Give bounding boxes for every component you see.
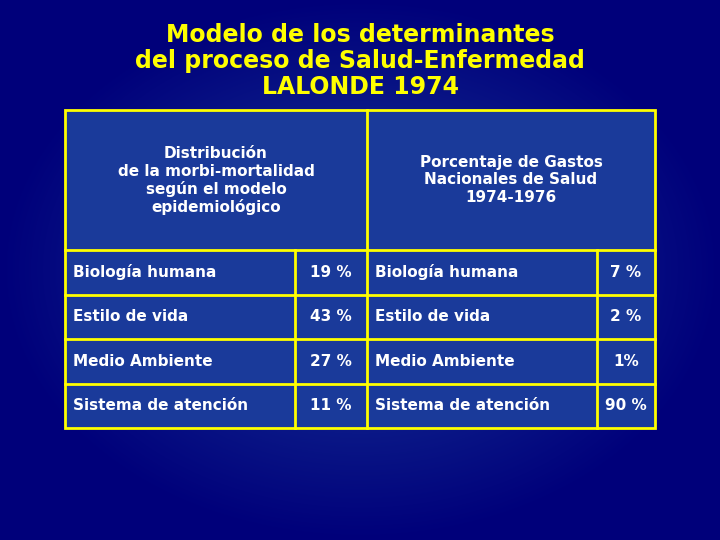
Text: 1974-1976: 1974-1976	[465, 191, 557, 206]
Text: de la morbi-mortalidad: de la morbi-mortalidad	[117, 164, 315, 179]
Text: Sistema de atención: Sistema de atención	[73, 399, 248, 413]
Text: según el modelo: según el modelo	[145, 181, 287, 197]
Text: epidemiológico: epidemiológico	[151, 199, 281, 215]
Text: Nacionales de Salud: Nacionales de Salud	[424, 172, 598, 187]
Text: Estilo de vida: Estilo de vida	[73, 309, 188, 324]
Text: Estilo de vida: Estilo de vida	[375, 309, 490, 324]
Text: 90 %: 90 %	[605, 399, 647, 413]
Text: 1%: 1%	[613, 354, 639, 369]
Text: 19 %: 19 %	[310, 265, 352, 280]
Text: 27 %: 27 %	[310, 354, 352, 369]
Text: Medio Ambiente: Medio Ambiente	[73, 354, 212, 369]
Text: 2 %: 2 %	[611, 309, 642, 324]
Text: Porcentaje de Gastos: Porcentaje de Gastos	[420, 154, 603, 170]
Text: Distribución: Distribución	[164, 145, 268, 160]
Text: Modelo de los determinantes: Modelo de los determinantes	[166, 23, 554, 47]
Text: Medio Ambiente: Medio Ambiente	[375, 354, 515, 369]
Text: 7 %: 7 %	[611, 265, 642, 280]
Text: Sistema de atención: Sistema de atención	[375, 399, 550, 413]
Text: Biología humana: Biología humana	[73, 264, 217, 280]
Text: Biología humana: Biología humana	[375, 264, 518, 280]
Bar	[65, 110, 655, 428]
Text: 43 %: 43 %	[310, 309, 352, 324]
Text: del proceso de Salud-Enfermedad: del proceso de Salud-Enfermedad	[135, 49, 585, 73]
Text: LALONDE 1974: LALONDE 1974	[261, 75, 459, 99]
Text: 11 %: 11 %	[310, 399, 352, 413]
